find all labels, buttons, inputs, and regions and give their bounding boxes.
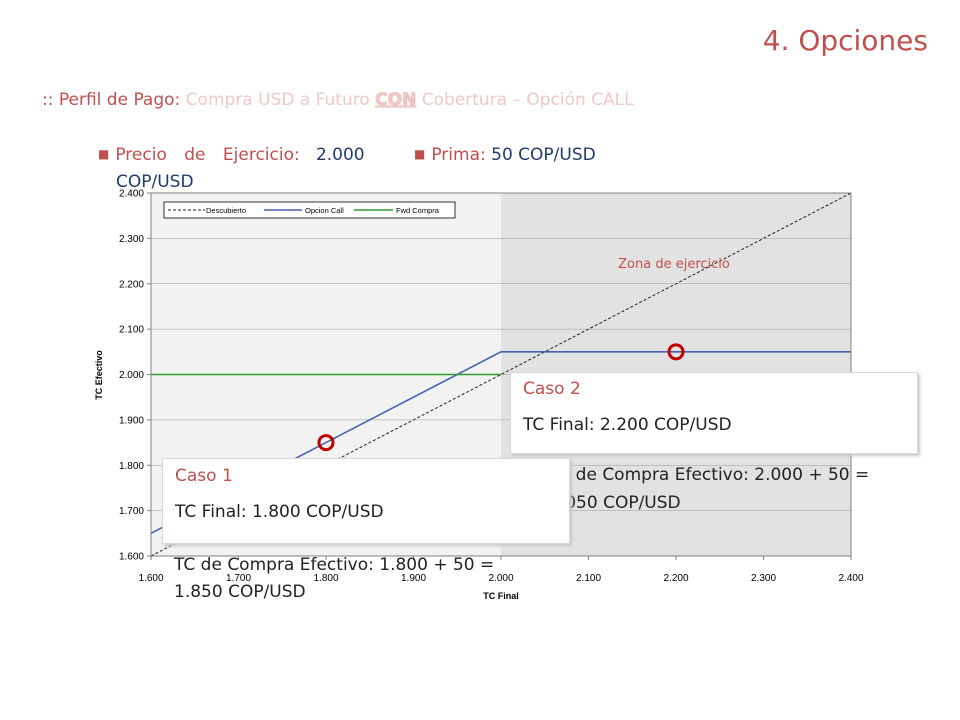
param-strike-label: Precio de Ejercicio:	[115, 145, 300, 165]
square-bullet-icon: ■	[414, 147, 426, 161]
x-tick-label: 2.200	[663, 573, 688, 584]
tick-layer: 1.600 1.700 1.800 1.900 2.000 2.100 2.200 2.300…	[119, 189, 864, 585]
param-strike-value: 2.000	[315, 145, 365, 165]
legend-label-opcion-call: Opcion Call	[305, 206, 344, 215]
case1-title: Caso 1	[175, 466, 233, 486]
square-bullet-icon: ■	[98, 147, 110, 161]
slide-title: 4. Opciones	[762, 24, 928, 57]
case1-final: TC Final: 1.800 COP/USD	[175, 502, 384, 522]
zone-label: Zona de ejercicio	[618, 257, 730, 272]
y-tick-label: 2.400	[119, 189, 144, 200]
subtitle-part2: Cobertura – Opción CALL	[416, 90, 634, 110]
subtitle: :: Perfil de Pago: Compra USD a Futuro C…	[42, 90, 634, 110]
y-tick-label: 1.900	[119, 415, 144, 426]
param-premium-value: 50 COP/USD	[491, 145, 596, 165]
case2-effective-text2: 2.050 COP/USD	[549, 493, 681, 513]
case2-title: Caso 2	[523, 379, 581, 399]
case-marker-1	[317, 434, 335, 452]
legend: Descubierto Opcion Call Fwd Compra	[163, 201, 456, 219]
x-tick-label: 2.000	[488, 573, 513, 584]
case2-effective-text1: TC de Compra Efectivo: 2.000 + 50 =	[549, 465, 870, 485]
case1-callout: Caso 1 TC Final: 1.800 COP/USD	[162, 458, 570, 544]
y-tick-label: 1.800	[119, 461, 144, 472]
y-axis-label: TC Efectivo	[94, 350, 104, 400]
y-tick-label: 2.200	[119, 279, 144, 290]
y-tick-label: 2.000	[119, 370, 144, 381]
param-strike-unit: COP/USD	[116, 172, 194, 192]
case1-effective-line1: TC de Compra Efectivo: 1.800 + 50 =	[174, 555, 494, 575]
case1-effective-text1: TC de Compra Efectivo: 1.800 + 50 =	[174, 555, 495, 575]
y-tick-label: 1.700	[119, 506, 144, 517]
case2-effective-line1: TC de Compra Efectivo: 2.000 + 50 =	[549, 465, 869, 485]
x-tick-label: 1.700	[226, 573, 251, 584]
case2-callout: Caso 2 TC Final: 2.200 COP/USD	[510, 372, 918, 454]
param-strike: ■ Precio de Ejercicio: 2.000	[98, 145, 365, 165]
param-premium-label: Prima:	[431, 145, 486, 165]
case2-effective-line2: 2.050 COP/USD	[549, 493, 681, 513]
case1-effective-text2: 1.850 COP/USD	[174, 582, 306, 602]
subtitle-part1: Compra USD a Futuro	[185, 90, 376, 110]
y-tick-label: 2.100	[119, 325, 144, 336]
x-tick-label: 1.800	[313, 573, 338, 584]
subtitle-con: CON	[375, 90, 417, 110]
param-premium: ■ Prima: 50 COP/USD	[414, 145, 596, 165]
case1-effective-line2: 1.850 COP/USD	[174, 582, 306, 602]
x-axis-label: TC Final	[483, 591, 519, 601]
case2-final: TC Final: 2.200 COP/USD	[523, 415, 732, 435]
legend-label-descubierto: Descubierto	[206, 206, 246, 215]
x-tick-label: 2.400	[838, 573, 863, 584]
case-marker-2	[667, 343, 685, 361]
x-tick-label: 2.300	[751, 573, 776, 584]
legend-label-fwd-compra: Fwd Compra	[396, 206, 440, 215]
marker-layer	[317, 343, 685, 452]
legend-box	[163, 201, 456, 219]
x-tick-label: 2.100	[576, 573, 601, 584]
y-tick-label: 2.300	[119, 234, 144, 245]
x-tick-label: 1.600	[138, 573, 163, 584]
x-tick-label: 1.900	[401, 573, 426, 584]
subtitle-prefix: :: Perfil de Pago:	[42, 90, 186, 110]
y-tick-label: 1.600	[119, 552, 144, 563]
